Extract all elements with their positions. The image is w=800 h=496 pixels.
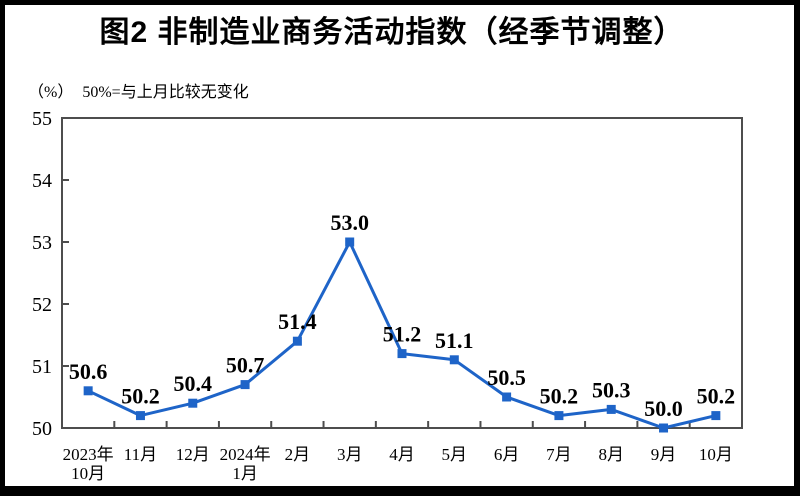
x-axis-tick-label: 2月 bbox=[285, 445, 311, 464]
data-label: 50.2 bbox=[697, 384, 736, 409]
data-point-marker bbox=[711, 411, 721, 421]
axis-unit-and-note: （%） 50%=与上月比较无变化 bbox=[28, 84, 249, 102]
data-point-marker bbox=[502, 392, 512, 402]
data-label: 51.1 bbox=[435, 328, 474, 353]
data-label: 50.2 bbox=[540, 384, 579, 409]
x-axis-tick-label: 8月 bbox=[598, 445, 624, 464]
x-axis-tick-label: 10月 bbox=[71, 464, 105, 483]
data-label: 50.5 bbox=[487, 365, 526, 390]
data-point-marker bbox=[188, 398, 198, 408]
y-axis-tick-label: 55 bbox=[32, 108, 52, 130]
y-axis-tick-label: 52 bbox=[32, 294, 52, 316]
data-label: 50.2 bbox=[121, 384, 160, 409]
y-axis-tick-label: 54 bbox=[32, 170, 52, 192]
data-label: 50.7 bbox=[226, 353, 265, 378]
x-axis-tick-label: 9月 bbox=[651, 445, 677, 464]
plot-area bbox=[61, 117, 743, 429]
data-label: 50.6 bbox=[69, 359, 108, 384]
x-axis-tick-label: 6月 bbox=[494, 445, 520, 464]
x-axis-tick-label: 7月 bbox=[546, 445, 572, 464]
y-axis-tick-label: 51 bbox=[32, 356, 52, 378]
data-point-marker bbox=[83, 386, 93, 396]
x-axis-tick-label: 12月 bbox=[176, 445, 210, 464]
baseline-note: 50%=与上月比较无变化 bbox=[82, 84, 249, 101]
data-point-marker bbox=[659, 423, 669, 433]
data-point-marker bbox=[135, 411, 145, 421]
data-label: 51.4 bbox=[278, 309, 317, 334]
x-axis-tick-label: 1月 bbox=[232, 464, 258, 483]
x-axis-tick-label: 2024年 bbox=[220, 445, 271, 464]
data-point-marker bbox=[345, 237, 355, 247]
data-label: 50.0 bbox=[644, 396, 683, 421]
chart-title: 图2 非制造业商务活动指数（经季节调整） bbox=[99, 16, 685, 49]
x-axis-tick-label: 5月 bbox=[442, 445, 468, 464]
y-axis-unit-label: （%） bbox=[28, 84, 74, 101]
data-point-marker bbox=[397, 349, 407, 359]
data-point-marker bbox=[240, 380, 250, 390]
figure-background bbox=[5, 5, 794, 486]
y-axis-tick-label: 53 bbox=[32, 232, 52, 254]
data-point-marker bbox=[606, 404, 616, 414]
x-axis-tick-label: 2023年 bbox=[63, 445, 114, 464]
data-label: 53.0 bbox=[330, 210, 369, 235]
data-point-marker bbox=[292, 336, 302, 346]
data-point-marker bbox=[554, 411, 564, 421]
x-axis-tick-label: 11月 bbox=[124, 445, 157, 464]
data-label: 51.2 bbox=[383, 322, 422, 347]
data-label: 50.4 bbox=[174, 371, 213, 396]
x-axis-tick-label: 3月 bbox=[337, 445, 363, 464]
x-axis-tick-label: 4月 bbox=[389, 445, 415, 464]
x-axis-tick-label: 10月 bbox=[699, 445, 733, 464]
data-point-marker bbox=[449, 355, 459, 365]
data-label: 50.3 bbox=[592, 377, 631, 402]
y-axis-tick-label: 50 bbox=[32, 418, 52, 440]
